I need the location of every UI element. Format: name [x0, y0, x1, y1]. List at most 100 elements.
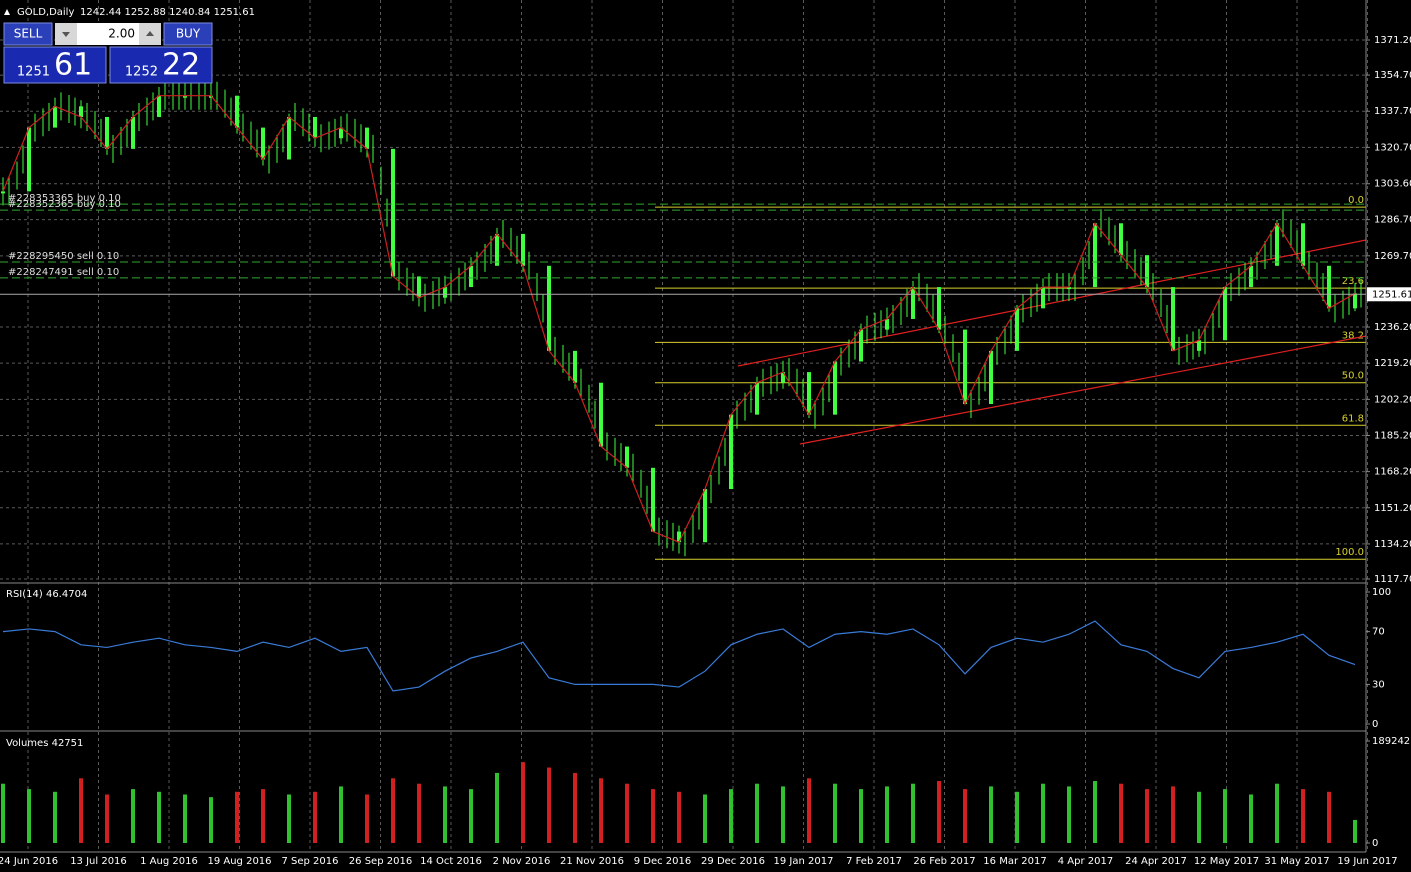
sell-button[interactable]: [3, 22, 53, 46]
increase-icon: [146, 31, 154, 36]
volume-bar: [1119, 783, 1123, 843]
candle: [703, 489, 707, 543]
fib-label: 0.0: [1348, 195, 1364, 206]
candle: [235, 95, 239, 128]
date-label: 31 May 2017: [1264, 856, 1329, 867]
candle: [1327, 265, 1331, 309]
candle: [1301, 223, 1305, 266]
current-price-box: [1367, 287, 1411, 302]
candle: [1353, 293, 1357, 309]
axes: 1371.20 1354.70 1337.70 1320.70 1303.60 1286.…: [0, 35, 1411, 867]
volume-bar: [417, 783, 421, 843]
candle: [1067, 287, 1071, 290]
rsi-tick-label: 30: [1372, 679, 1385, 690]
volume-bar: [105, 794, 109, 843]
order-label: #228247491 sell 0.10: [8, 267, 119, 278]
candle: [209, 95, 213, 98]
volume-bar: [365, 794, 369, 843]
order-label: #228352365 buy 0.10: [8, 199, 121, 210]
buy-button[interactable]: [163, 22, 213, 46]
candle: [495, 233, 499, 266]
ask-big: 1252: [125, 65, 158, 80]
volume-bar: [781, 786, 785, 843]
rsi-tick-label: 0: [1372, 719, 1378, 730]
date-label: 13 Jul 2016: [70, 856, 127, 867]
volume-bar: [859, 789, 863, 843]
date-label: 19 Jun 2017: [1337, 856, 1397, 867]
order-label: #228295450 sell 0.10: [8, 251, 119, 262]
price-tick-label: 1151.20: [1374, 503, 1411, 514]
volume-bar: [1067, 786, 1071, 843]
volume-value: 2.00: [108, 27, 135, 41]
volume-bar: [235, 791, 239, 843]
fib-label: 100.0: [1335, 547, 1364, 558]
candle: [677, 531, 681, 543]
volume-bar: [1223, 789, 1227, 843]
bid-box[interactable]: [3, 46, 107, 84]
candle: [911, 287, 915, 319]
price-tick-label: 1371.20: [1374, 35, 1411, 46]
volume-bar: [1015, 791, 1019, 843]
fib-label: 38.2: [1342, 330, 1364, 341]
candle: [261, 127, 265, 160]
date-label: 29 Dec 2016: [701, 856, 765, 867]
price-tick-label: 1236.20: [1374, 322, 1411, 333]
volume-bar: [677, 791, 681, 843]
volume-bar: [1171, 786, 1175, 843]
volume-bar: [885, 786, 889, 843]
ask-box[interactable]: [109, 46, 213, 84]
decrease-icon: [62, 32, 70, 37]
date-label: 1 Aug 2016: [140, 856, 198, 867]
date-label: 21 Nov 2016: [560, 856, 624, 867]
candle: [417, 276, 421, 298]
date-label: 19 Aug 2016: [207, 856, 271, 867]
collapse-icon[interactable]: [4, 9, 10, 15]
fib-label: 23.6: [1342, 276, 1364, 287]
candle: [339, 127, 343, 139]
sell-label: SELL: [14, 27, 43, 41]
volume-bar: [469, 789, 473, 843]
rsi-tick-label: 70: [1372, 627, 1385, 638]
candle: [1041, 287, 1045, 309]
price-tick-label: 1202.20: [1374, 394, 1411, 405]
price-tick-label: 1269.70: [1374, 251, 1411, 262]
candle: [547, 265, 551, 351]
price-tick-label: 1117.70: [1374, 574, 1411, 585]
candle: [183, 95, 187, 98]
volume-bar: [443, 786, 447, 843]
date-label: 14 Oct 2016: [420, 856, 482, 867]
volume-bar: [703, 794, 707, 843]
volume-bar: [1093, 781, 1097, 843]
date-label: 7 Feb 2017: [846, 856, 902, 867]
price-tick-label: 1354.70: [1374, 70, 1411, 81]
candle: [807, 372, 811, 415]
buy-label: BUY: [176, 27, 201, 41]
bid-big: 1251: [17, 65, 50, 80]
volume-bar: [1275, 783, 1279, 843]
candle: [599, 382, 603, 447]
rsi-label: RSI(14) 46.4704: [6, 589, 87, 600]
volume-bar: [521, 762, 525, 843]
trend-line: [737, 239, 1367, 367]
candle: [1223, 287, 1227, 341]
volume-bar: [1, 783, 5, 843]
candle: [27, 127, 31, 192]
candle: [287, 116, 291, 160]
rsi-line: [2, 620, 1356, 692]
candle: [755, 382, 759, 415]
date-label: 26 Sep 2016: [349, 856, 412, 867]
candle: [469, 265, 473, 288]
candle: [79, 106, 83, 117]
volume-bar: [807, 778, 811, 843]
candle: [105, 116, 109, 149]
candle: [1171, 287, 1175, 351]
date-label: 16 Mar 2017: [983, 856, 1046, 867]
volume-input[interactable]: [77, 23, 139, 45]
volume-bar: [1041, 783, 1045, 843]
candle: [573, 350, 577, 383]
volume-tick-label: 189242: [1372, 736, 1410, 747]
volume-bar: [989, 786, 993, 843]
order-label: #228353365 buy 0.10: [8, 193, 121, 204]
candle: [1249, 265, 1253, 288]
volume-bar: [937, 781, 941, 843]
